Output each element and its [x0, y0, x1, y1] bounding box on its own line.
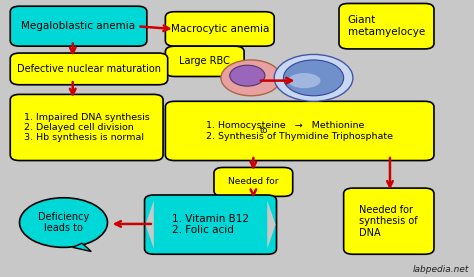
FancyBboxPatch shape — [214, 167, 293, 196]
Text: Needed for
synthesis of
DNA: Needed for synthesis of DNA — [359, 205, 418, 238]
FancyBboxPatch shape — [10, 53, 168, 85]
Text: 1. Homocysteine   →   Methionine
2. Synthesis of Thymidine Triphosphate: 1. Homocysteine → Methionine 2. Synthesi… — [206, 121, 393, 141]
Polygon shape — [146, 201, 154, 249]
Circle shape — [230, 65, 265, 86]
Text: Defective nuclear maturation: Defective nuclear maturation — [17, 64, 161, 74]
Text: Large RBC: Large RBC — [179, 56, 230, 66]
Ellipse shape — [19, 198, 108, 247]
FancyBboxPatch shape — [10, 6, 147, 46]
Polygon shape — [267, 201, 275, 249]
Text: 1. Impaired DNA synthesis
2. Delayed cell division
3. Hb synthesis is normal: 1. Impaired DNA synthesis 2. Delayed cel… — [24, 112, 149, 142]
Text: Deficiency
leads to: Deficiency leads to — [38, 212, 89, 233]
FancyBboxPatch shape — [165, 101, 434, 161]
Text: Macrocytic anemia: Macrocytic anemia — [171, 24, 269, 34]
Circle shape — [274, 55, 353, 101]
FancyBboxPatch shape — [165, 46, 244, 76]
Ellipse shape — [288, 73, 320, 88]
Text: Giant
metamyelocye: Giant metamyelocye — [348, 16, 425, 37]
FancyBboxPatch shape — [344, 188, 434, 254]
Circle shape — [283, 60, 344, 96]
Text: Needed for: Needed for — [228, 177, 279, 186]
FancyBboxPatch shape — [10, 94, 163, 161]
Text: 1. Vitamin B12
2. Folic acid: 1. Vitamin B12 2. Folic acid — [172, 214, 249, 235]
Polygon shape — [73, 243, 91, 252]
Circle shape — [221, 60, 281, 96]
Text: to: to — [260, 126, 268, 135]
Text: labpedia.net: labpedia.net — [412, 265, 469, 274]
FancyBboxPatch shape — [339, 3, 434, 49]
FancyBboxPatch shape — [145, 195, 276, 254]
Text: Megaloblastic anemia: Megaloblastic anemia — [21, 21, 136, 31]
FancyBboxPatch shape — [165, 12, 274, 46]
